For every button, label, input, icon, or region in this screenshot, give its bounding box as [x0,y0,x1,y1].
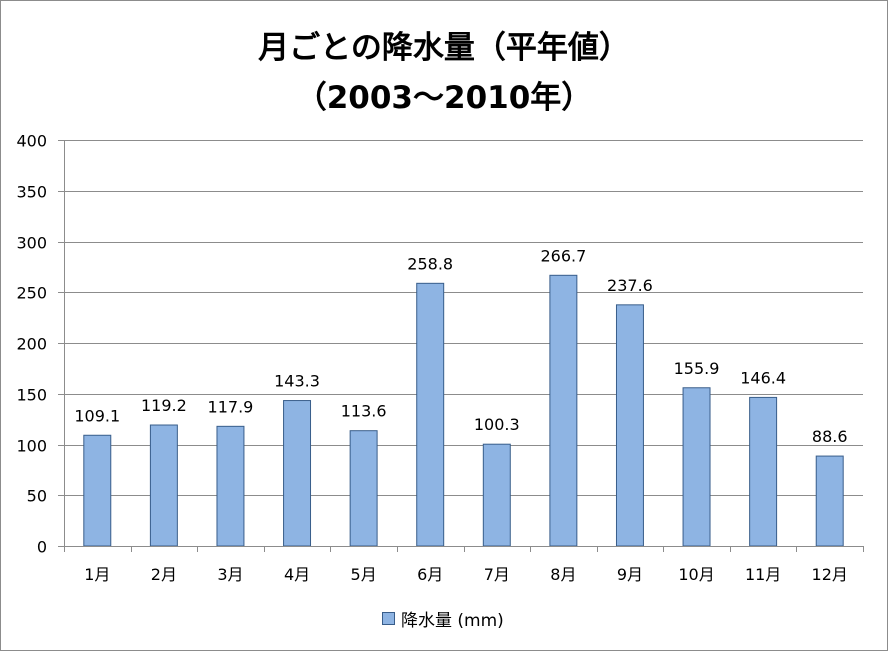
x-tick-label: 3月 [217,565,243,584]
y-tick-label: 100 [16,437,47,456]
y-tick-label: 250 [16,284,47,303]
data-label: 113.6 [341,402,387,421]
bar [416,282,445,547]
data-label: 117.9 [208,397,254,416]
x-tick-label: 6月 [417,565,443,584]
bar [149,424,178,547]
x-tick-label: 8月 [550,565,576,584]
x-tick-label: 12月 [812,565,848,584]
chart-subtitle: （2003～2010年） [295,80,593,116]
bar [815,455,844,547]
legend-label: 降水量 (mm) [401,611,504,631]
data-label: 146.4 [740,368,786,387]
y-tick-label: 200 [16,335,47,354]
legend-swatch [382,612,395,625]
x-tick-label: 4月 [284,565,310,584]
data-label: 155.9 [674,359,720,378]
bar [83,434,112,547]
x-tick-label: 11月 [745,565,781,584]
gridlines [64,140,863,496]
bar [482,443,511,547]
bar [749,396,778,547]
x-tick-label: 9月 [617,565,643,584]
bars [83,274,844,547]
data-label: 100.3 [474,415,520,434]
x-tick-label: 5月 [351,565,377,584]
y-tick-label: 300 [16,234,47,253]
x-tick-label: 10月 [678,565,714,584]
data-label: 119.2 [141,396,187,415]
data-label: 237.6 [607,276,653,295]
data-label: 109.1 [74,406,120,425]
data-label: 266.7 [540,246,586,265]
legend: 降水量 (mm) [382,606,504,631]
y-axis: 0 50 100 150 200 250 300 350 400 [16,132,65,557]
y-tick-label: 400 [16,132,47,151]
chart-title: 月ごとの降水量（平年値） [258,30,630,66]
y-tick-label: 150 [16,386,47,405]
data-label: 258.8 [407,254,453,273]
bar [682,387,711,547]
data-label: 143.3 [274,372,320,391]
bar [283,400,312,547]
x-tick-label: 2月 [151,565,177,584]
x-axis: 1月 2月 3月 4月 5月 6月 7月 8月 9月 10月 11月 12月 [64,546,864,584]
y-tick-label: 0 [37,538,47,557]
bar [349,430,378,547]
x-tick-label: 1月 [84,565,110,584]
bar [549,274,578,547]
y-tick-label: 350 [16,183,47,202]
bar [216,425,245,547]
y-tick-label: 50 [27,487,47,506]
data-label: 88.6 [812,427,848,446]
data-labels: 109.1 119.2 117.9 143.3 113.6 258.8 100.3 266.7… [74,246,847,446]
bar [615,304,644,547]
x-tick-label: 7月 [484,565,510,584]
